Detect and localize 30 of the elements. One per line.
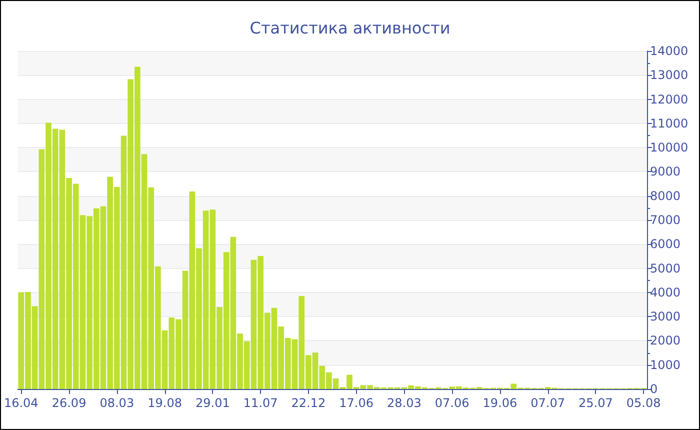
chart-title: Статистика активности [250,18,450,38]
x-tick-label: 17.06 [339,396,374,410]
y-tick-label: 14000 [650,44,688,58]
x-tick-label: 19.08 [148,396,182,410]
x-tick-label: 07.06 [434,396,470,410]
y-tick-label: 11000 [650,116,688,130]
x-tick-label: 29.01 [195,396,230,410]
y-tick-label: 0 [650,382,658,396]
y-tick-label: 7000 [650,213,681,227]
x-tick-label: 16.04 [4,396,38,410]
y-tick-label: 12000 [650,92,688,106]
x-tick-label: 11.07 [243,396,278,410]
x-tick-label: 28.03 [387,396,422,410]
y-tick-label: 8000 [650,188,681,203]
y-tick-label: 13000 [650,68,688,82]
y-tick-label: 1000 [650,358,681,372]
x-tick-label: 22.12 [291,396,326,410]
y-tick-label: 4000 [650,285,681,300]
x-tick-label: 08.03 [100,396,134,410]
y-tick-label: 3000 [650,310,681,324]
y-tick-label: 2000 [650,334,681,348]
y-tick-label: 10000 [650,140,688,155]
x-tick-label: 25.07 [578,396,613,410]
y-tick-label: 9000 [650,164,681,179]
x-tick-label: 26.09 [52,396,86,410]
y-tick-label: 6000 [650,237,681,252]
x-tick-label: 05.08 [626,396,661,410]
x-tick-label: 07.07 [530,396,565,410]
y-tick-label: 5000 [650,261,681,276]
x-tick-label: 19.06 [482,396,518,410]
